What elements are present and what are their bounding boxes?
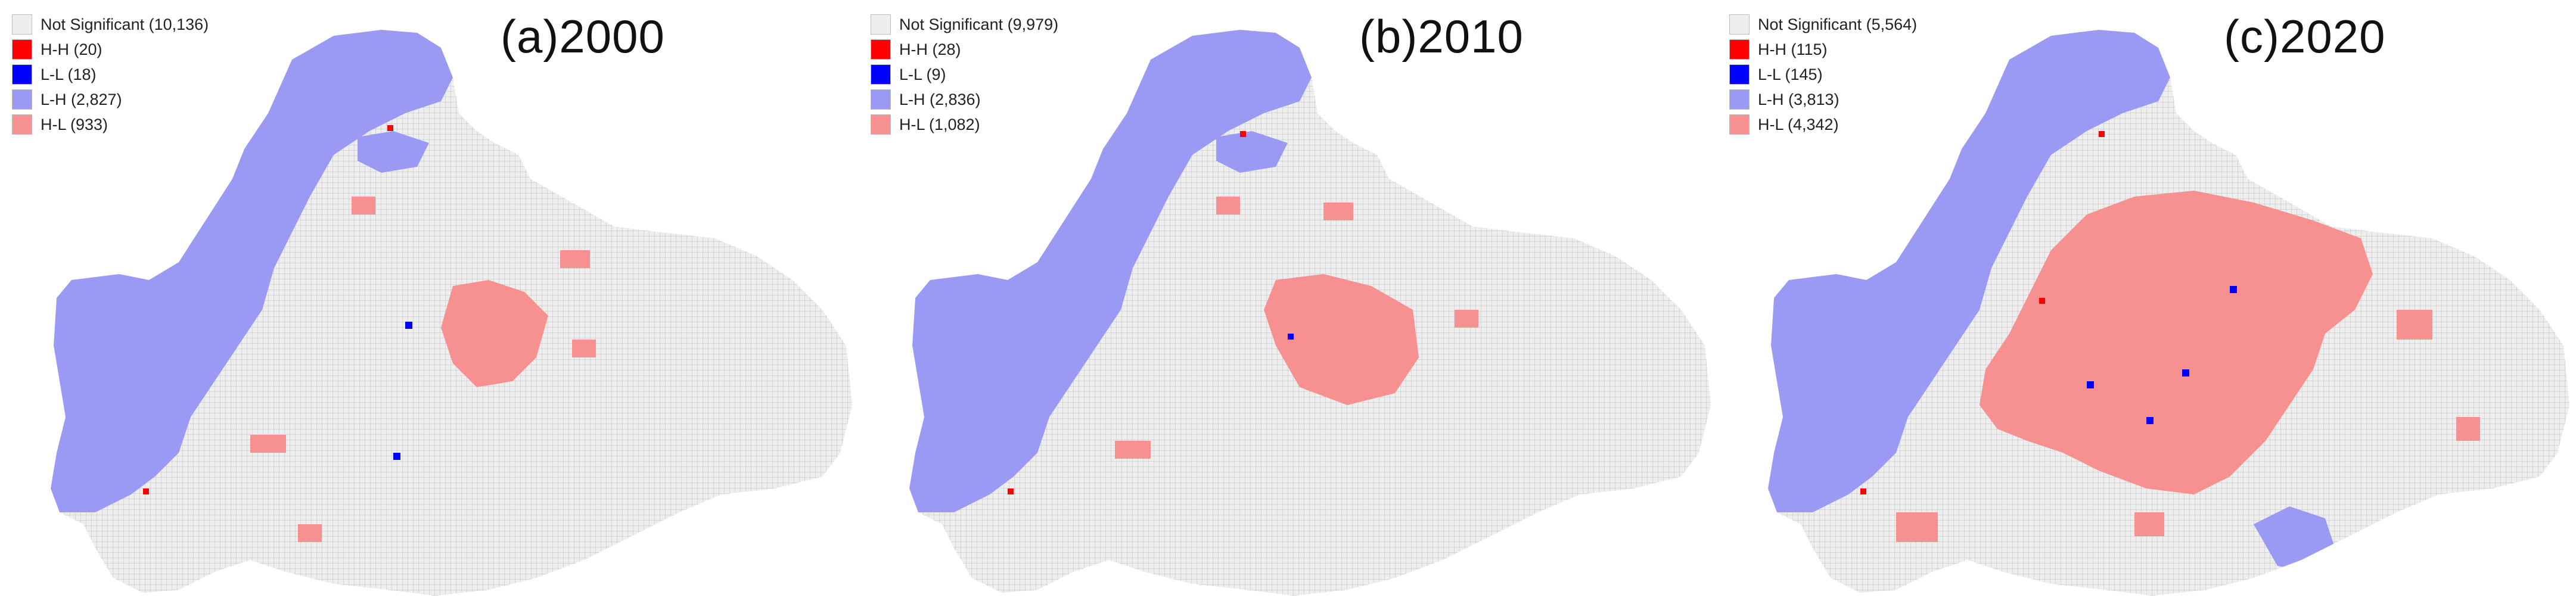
hl-patch: [2456, 417, 2480, 441]
hl-patch: [560, 250, 590, 268]
ll-cell: [1288, 334, 1294, 340]
legend-item-lh: L-H (2,836): [871, 87, 1058, 112]
hl-patch: [1455, 310, 1478, 328]
ll-cell: [393, 453, 400, 460]
legend-label: H-H (28): [899, 40, 961, 58]
hl-patch: [1216, 197, 1240, 214]
legend-label: L-L (18): [41, 65, 97, 83]
hh-cell: [143, 488, 149, 494]
legend-label: H-H (20): [41, 40, 102, 58]
ll-cell: [2182, 369, 2189, 376]
hh-cell: [2099, 131, 2105, 137]
lh-cluster-north: [1216, 131, 1288, 173]
legend: Not Significant (9,979) H-H (28) L-L (9)…: [871, 12, 1058, 137]
hl-patch: [1323, 203, 1353, 220]
hl-patch: [2134, 512, 2164, 536]
legend-swatch: [871, 114, 891, 135]
legend-swatch: [871, 89, 891, 110]
legend-item-hh: H-H (20): [12, 37, 209, 62]
map-panel-2000: Not Significant (10,136) H-H (20) L-L (1…: [0, 0, 859, 613]
legend-label: L-H (2,827): [41, 90, 122, 108]
legend-swatch: [1729, 14, 1750, 35]
legend-item-ll: L-L (18): [12, 62, 209, 87]
panel-title: (c)2020: [2224, 10, 2386, 63]
legend-label: H-L (933): [41, 115, 108, 133]
lh-cluster-west: [51, 30, 453, 512]
lisa-cluster-map: [51, 30, 852, 596]
hl-patch: [250, 435, 286, 453]
legend-item-ll: L-L (9): [871, 62, 1058, 87]
legend-swatch: [12, 114, 32, 135]
legend-label: H-L (4,342): [1758, 115, 1839, 133]
hl-patch: [1115, 441, 1151, 459]
hl-cluster-center: [1264, 274, 1419, 405]
hl-cluster-center: [1980, 191, 2373, 494]
ll-cell: [405, 322, 412, 329]
legend-item-hh: H-H (115): [1729, 37, 1917, 62]
legend-label: L-L (145): [1758, 65, 1823, 83]
hh-cell: [1860, 488, 1866, 494]
hl-patch: [1896, 512, 1938, 542]
legend-item-hl: H-L (933): [12, 112, 209, 137]
ll-cell: [2146, 417, 2154, 424]
panel-title: (b)2010: [1359, 10, 1524, 63]
legend-item-ll: L-L (145): [1729, 62, 1917, 87]
legend-item-lh: L-H (2,827): [12, 87, 209, 112]
legend-label: H-L (1,082): [899, 115, 980, 133]
legend-swatch: [1729, 39, 1750, 60]
legend-label: Not Significant (9,979): [899, 15, 1059, 33]
legend-label: H-H (115): [1758, 40, 1828, 58]
legend-swatch: [1729, 89, 1750, 110]
lh-cluster-west: [1768, 30, 2170, 512]
legend-item-not-significant: Not Significant (9,979): [871, 12, 1058, 37]
legend-swatch: [871, 14, 891, 35]
hh-cell: [387, 125, 393, 131]
lh-cluster-north: [358, 131, 429, 173]
hh-cell: [2039, 298, 2045, 304]
legend: Not Significant (10,136) H-H (20) L-L (1…: [12, 12, 209, 137]
legend-swatch: [871, 39, 891, 60]
lh-cluster-west: [909, 30, 1312, 512]
lisa-cluster-map: [909, 30, 1711, 596]
legend-item-not-significant: Not Significant (5,564): [1729, 12, 1917, 37]
map-panel-2010: Not Significant (9,979) H-H (28) L-L (9)…: [859, 0, 1717, 613]
legend-label: L-L (9): [899, 65, 946, 83]
legend-swatch: [871, 64, 891, 85]
hl-patch: [2397, 310, 2432, 340]
legend-swatch: [12, 39, 32, 60]
legend-label: Not Significant (5,564): [1758, 15, 1918, 33]
ll-cell: [2230, 286, 2237, 293]
hl-cluster-center: [441, 280, 548, 387]
hl-patch: [352, 197, 375, 214]
ll-cell: [2087, 381, 2094, 388]
legend-item-not-significant: Not Significant (10,136): [12, 12, 209, 37]
hl-patch: [298, 524, 322, 542]
legend-item-lh: L-H (3,813): [1729, 87, 1917, 112]
legend: Not Significant (5,564) H-H (115) L-L (1…: [1729, 12, 1917, 137]
panel-title: (a)2000: [501, 10, 665, 63]
hh-cell: [1240, 131, 1246, 137]
legend-item-hh: H-H (28): [871, 37, 1058, 62]
hh-cell: [1008, 488, 1014, 494]
legend-label: Not Significant (10,136): [41, 15, 209, 33]
legend-item-hl: H-L (4,342): [1729, 112, 1917, 137]
legend-label: L-H (2,836): [899, 90, 981, 108]
map-panel-2020: Not Significant (5,564) H-H (115) L-L (1…: [1717, 0, 2576, 613]
legend-swatch: [1729, 64, 1750, 85]
legend-swatch: [12, 14, 32, 35]
legend-swatch: [12, 64, 32, 85]
hl-patch: [572, 340, 596, 357]
legend-swatch: [1729, 114, 1750, 135]
legend-swatch: [12, 89, 32, 110]
legend-item-hl: H-L (1,082): [871, 112, 1058, 137]
legend-label: L-H (3,813): [1758, 90, 1839, 108]
lisa-cluster-map: [1768, 30, 2569, 596]
